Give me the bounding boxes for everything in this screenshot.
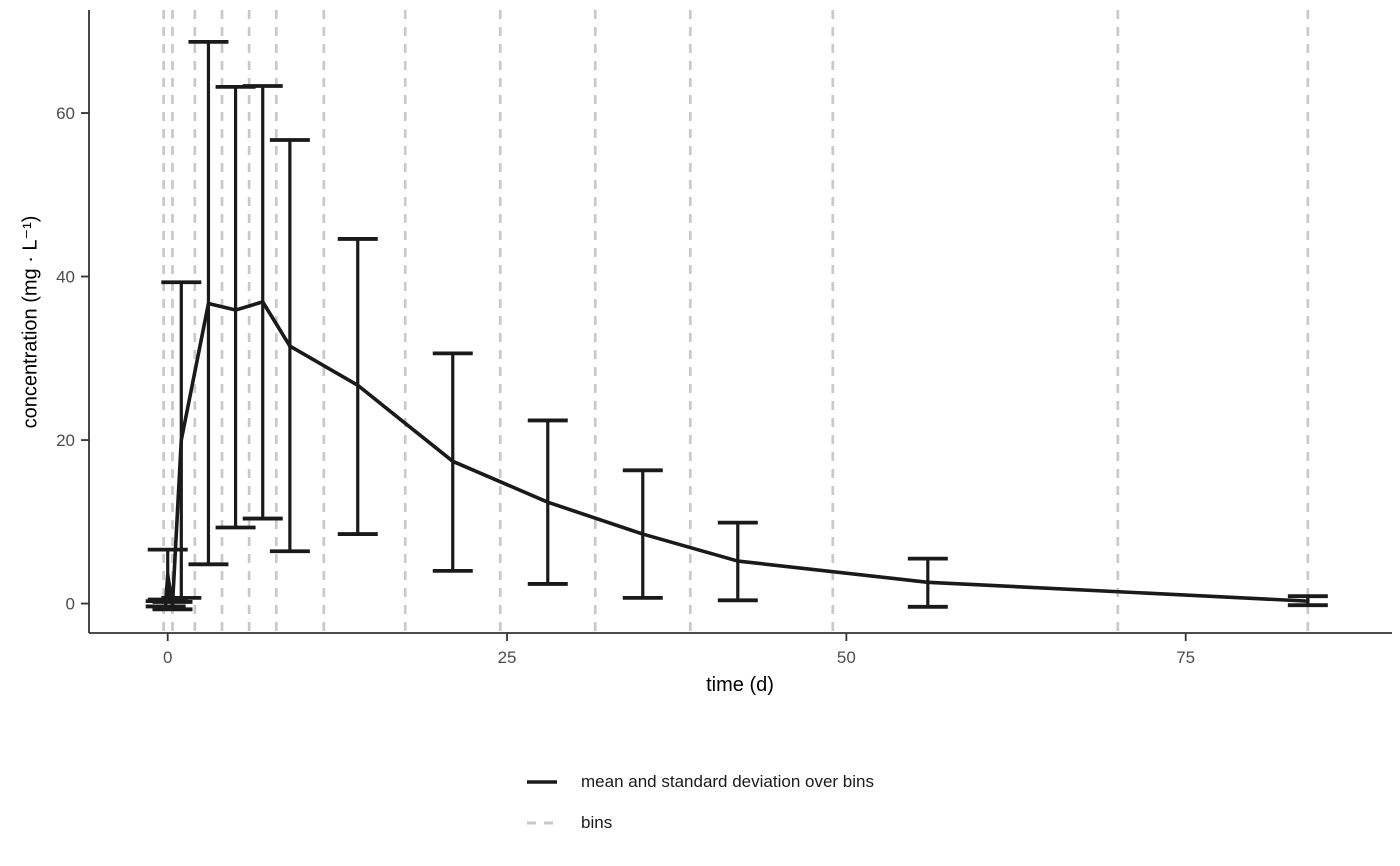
plot-panel: 0 25 50 75 0 20 40 60 [56, 10, 1392, 667]
x-tick-label: 0 [163, 648, 172, 667]
y-axis-title: concentration (mg · L⁻¹) [19, 215, 42, 429]
legend-item-mean: mean and standard deviation over bins [526, 770, 874, 794]
legend-items: mean and standard deviation over bins bi… [526, 770, 874, 835]
y-tick-label: 40 [56, 268, 75, 287]
legend-label-mean: mean and standard deviation over bins [581, 772, 874, 791]
y-tick-label: 0 [66, 595, 75, 614]
x-tick-label: 25 [498, 648, 517, 667]
x-tick-label: 50 [837, 648, 856, 667]
legend-item-bins: bins [526, 811, 874, 835]
y-tick-label: 60 [56, 104, 75, 123]
legend-label-bins: bins [581, 813, 613, 832]
solid-line-icon [527, 780, 558, 784]
mean-line [163, 300, 1310, 608]
dashed-line-icon [527, 821, 558, 825]
y-tick-label: 20 [56, 431, 75, 450]
x-axis-title: time (d) [706, 674, 774, 696]
legend: mean and standard deviation over bins bi… [0, 770, 1400, 835]
x-tick-label: 75 [1176, 648, 1195, 667]
